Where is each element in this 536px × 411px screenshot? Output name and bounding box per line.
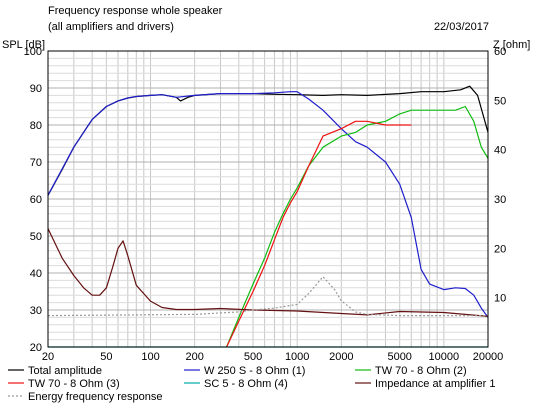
legend-label: Total amplitude (28, 365, 102, 377)
x-tick-label: 5000 (387, 351, 411, 363)
y-right-tick-label: 20 (494, 243, 506, 255)
legend-label: Energy frequency response (28, 391, 163, 403)
y-right-tick-label: 30 (494, 194, 506, 206)
chart-subtitle: (all amplifiers and drivers) (48, 21, 174, 33)
legend-label: SC 5 - 8 Ohm (4) (204, 378, 288, 390)
y-left-tick-labels: 20 30 40 50 60 70 80 90 100 (24, 46, 42, 354)
legend-label: Impedance at amplifier 1 (375, 378, 495, 390)
y-left-tick-label: 20 (30, 342, 42, 354)
x-tick-label: 1000 (285, 351, 309, 363)
y-left-tick-label: 80 (30, 120, 42, 132)
legend: Total amplitude W 250 S - 8 Ohm (1) TW 70 … (8, 365, 495, 403)
y-left-axis-label: SPL [dB] (2, 39, 45, 51)
legend-label: TW 70 - 8 Ohm (2) (375, 365, 467, 377)
series-line-tw-70-8-ohm-2 (226, 105, 489, 348)
legend-label: TW 70 - 8 Ohm (3) (28, 378, 120, 390)
x-tick-label: 20 (42, 351, 54, 363)
series-line-impedance-at-amplifier-1 (47, 228, 489, 317)
chart-date: 22/03/2017 (434, 21, 489, 33)
y-right-tick-labels: 10 20 30 40 50 60 (494, 46, 506, 305)
x-tick-label: 20000 (473, 351, 504, 363)
y-right-tick-label: 50 (494, 95, 506, 107)
y-left-tick-label: 50 (30, 231, 42, 243)
series-line-energy-frequency-response (47, 276, 488, 317)
y-left-tick-label: 40 (30, 268, 42, 280)
x-tick-label: 100 (141, 351, 159, 363)
y-left-tick-label: 70 (30, 157, 42, 169)
chart-title: Frequency response whole speaker (48, 5, 223, 17)
y-left-tick-label: 30 (30, 305, 42, 317)
x-tick-label: 10000 (429, 351, 460, 363)
x-tick-label: 200 (185, 351, 203, 363)
y-left-tick-label: 60 (30, 194, 42, 206)
y-right-tick-label: 10 (494, 293, 506, 305)
y-left-tick-label: 90 (30, 83, 42, 95)
legend-label: W 250 S - 8 Ohm (1) (204, 365, 305, 377)
series-line-tw-70-8-ohm-3 (226, 120, 412, 348)
y-left-tick-label: 100 (24, 46, 42, 58)
series-line-w-250-s-8-ohm-1 (47, 91, 489, 318)
y-right-tick-label: 60 (494, 46, 506, 58)
x-tick-label: 2000 (329, 351, 353, 363)
y-right-tick-label: 40 (494, 145, 506, 157)
y-right-axis-label: Z [ohm] (493, 39, 530, 51)
grid (47, 50, 489, 348)
x-tick-labels: 20 50 100 200 500 1000 2000 5000 10000 20000 (42, 351, 503, 363)
plot-frame (47, 50, 489, 348)
x-tick-label: 50 (100, 351, 112, 363)
x-tick-label: 500 (244, 351, 262, 363)
